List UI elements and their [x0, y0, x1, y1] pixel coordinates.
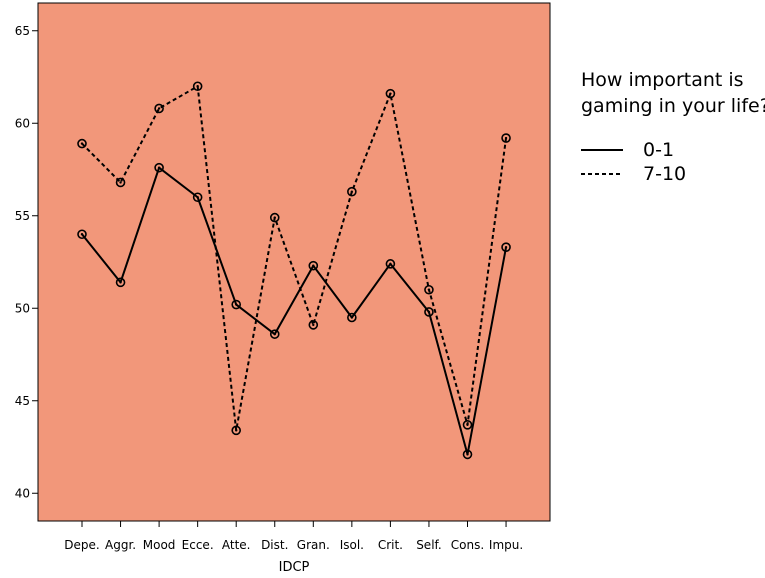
- x-tick-label-5: Dist.: [261, 538, 288, 552]
- y-tick-label-55: 55: [15, 209, 30, 223]
- data-point-0-1-Gran.: [308, 260, 319, 271]
- y-tick-label-50: 50: [15, 301, 30, 315]
- data-point-center-0-1-Aggr.: [119, 281, 122, 284]
- plot-background: [37, 2, 551, 522]
- x-tick-label-7: Isol.: [340, 538, 364, 552]
- x-axis: Depe. Aggr. Mood Ecce. Atte. Dist. Gran. Isol. C…: [64, 521, 523, 552]
- data-point-0-1-Cons.: [462, 449, 473, 460]
- data-point-center-7-10-Impu.: [504, 136, 508, 140]
- data-point-center-7-10-Depe.: [80, 142, 84, 145]
- legend-title-line-2: gaming in your life?: [581, 95, 765, 117]
- data-point-center-0-1-Dist.: [273, 332, 276, 336]
- data-point-center-7-10-Dist.: [273, 216, 276, 219]
- data-point-0-1-Depe.: [77, 229, 87, 240]
- y-tick-label-40: 40: [15, 486, 30, 500]
- data-point-center-7-10-Cons.: [466, 423, 469, 426]
- data-point-center-0-1-Depe.: [80, 233, 84, 236]
- x-tick-label-1: Aggr.: [105, 538, 136, 552]
- data-point-center-7-10-Isol.: [350, 190, 354, 193]
- x-axis-title: IDCP: [279, 560, 310, 575]
- x-tick-label-8: Crit.: [378, 538, 403, 552]
- legend-label-0-1: 0-1: [643, 139, 674, 161]
- x-tick-label-0: Depe.: [64, 538, 99, 552]
- data-point-center-0-1-Mood: [157, 166, 161, 169]
- data-point-center-0-1-Crit.: [389, 262, 392, 266]
- data-point-0-1-Ecce.: [192, 192, 203, 203]
- x-tick-label-2: Mood: [143, 538, 176, 552]
- data-point-7-10-Crit.: [385, 88, 396, 99]
- data-point-7-10-Cons.: [462, 419, 473, 430]
- y-tick-label-65: 65: [15, 24, 30, 38]
- data-point-0-1-Mood: [154, 162, 164, 173]
- series-line-7-10: [81, 85, 508, 432]
- data-point-center-0-1-Cons.: [466, 453, 469, 456]
- data-point-center-7-10-Crit.: [389, 92, 392, 95]
- data-point-7-10-Gran.: [308, 320, 319, 330]
- x-tick-label-11: Impu.: [489, 538, 523, 552]
- data-point-center-0-1-Gran.: [312, 264, 315, 267]
- data-point-7-10-Atte.: [231, 425, 241, 436]
- x-tick-label-3: Ecce.: [182, 538, 214, 552]
- data-point-0-1-Crit.: [385, 259, 396, 269]
- data-point-0-1-Aggr.: [115, 277, 126, 288]
- data-point-center-0-1-Atte.: [235, 303, 238, 306]
- data-point-0-1-Atte.: [231, 299, 241, 310]
- x-tick-label-9: Self.: [416, 538, 442, 552]
- data-point-center-0-1-Self.: [427, 310, 431, 314]
- data-point-center-7-10-Self.: [427, 288, 431, 291]
- data-point-center-7-10-Ecce.: [196, 85, 199, 88]
- legend-label-7-10: 7-10: [643, 163, 686, 185]
- data-point-7-10-Impu.: [501, 133, 511, 143]
- data-point-7-10-Ecce.: [192, 81, 203, 92]
- data-point-center-0-1-Impu.: [504, 246, 508, 249]
- series-line-0-1: [81, 166, 508, 456]
- y-axis: 40 45 50 55 60 65: [15, 24, 38, 500]
- legend-title-line-1: How important is: [581, 69, 744, 91]
- x-tick-label-4: Atte.: [222, 538, 251, 552]
- data-point-center-0-1-Ecce.: [196, 196, 199, 199]
- data-point-center-0-1-Isol.: [350, 316, 354, 319]
- y-tick-label-60: 60: [15, 116, 30, 130]
- data-point-center-7-10-Aggr.: [119, 181, 122, 184]
- data-point-0-1-Self.: [424, 307, 434, 317]
- x-tick-label-6: Gran.: [297, 538, 330, 552]
- series-layer: [77, 81, 511, 460]
- data-point-0-1-Dist.: [269, 329, 280, 339]
- data-point-7-10-Isol.: [347, 186, 357, 197]
- data-point-center-7-10-Atte.: [235, 429, 238, 432]
- data-point-7-10-Dist.: [269, 212, 280, 223]
- data-point-0-1-Impu.: [501, 242, 511, 252]
- data-point-7-10-Depe.: [77, 138, 87, 149]
- y-tick-label-45: 45: [15, 394, 30, 408]
- x-tick-label-10: Cons.: [451, 538, 484, 552]
- data-point-center-7-10-Mood: [157, 107, 161, 110]
- data-point-7-10-Mood: [154, 103, 164, 114]
- legend: How important is gaming in your life? 0-…: [581, 69, 765, 185]
- data-point-7-10-Aggr.: [115, 177, 126, 188]
- data-point-0-1-Isol.: [347, 312, 357, 323]
- data-point-center-7-10-Gran.: [312, 323, 315, 327]
- data-point-7-10-Self.: [424, 284, 434, 295]
